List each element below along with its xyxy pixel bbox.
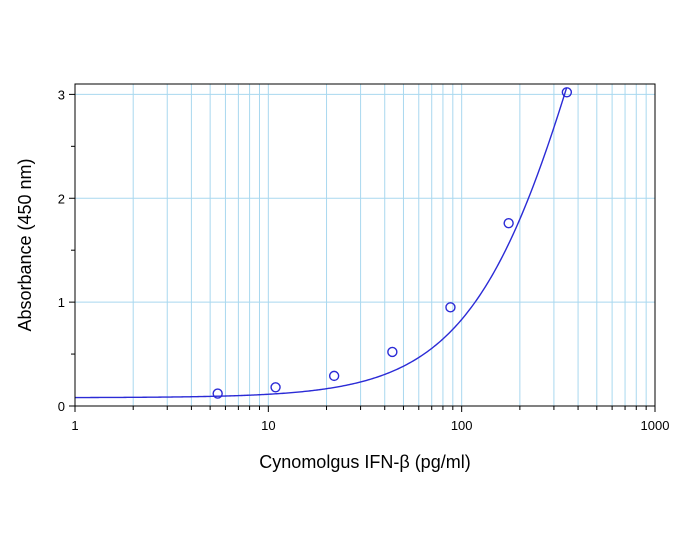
x-axis-title: Cynomolgus IFN-β (pg/ml) [259,452,470,472]
data-point [561,87,573,98]
plot-frame [74,83,656,407]
fit-curve-layer [75,87,568,399]
data-points [212,87,573,399]
y-tick-label: 3 [58,87,65,102]
x-tick-label: 1000 [641,418,670,433]
fit-curve [75,87,568,399]
data-point [503,217,514,229]
grid [75,84,655,406]
data-point [270,382,281,393]
y-axis-title: Absorbance (450 nm) [15,158,35,331]
data-point [328,370,340,382]
x-tick-label: 10 [261,418,275,433]
y-tick-label: 2 [58,191,65,206]
data-point [212,388,223,399]
x-tick-label: 100 [451,418,473,433]
data-point [445,302,456,313]
y-tick-label: 0 [58,399,65,414]
data-point [387,346,398,358]
axes [69,83,656,412]
x-tick-label: 1 [71,418,78,433]
y-tick-label: 1 [58,295,65,310]
